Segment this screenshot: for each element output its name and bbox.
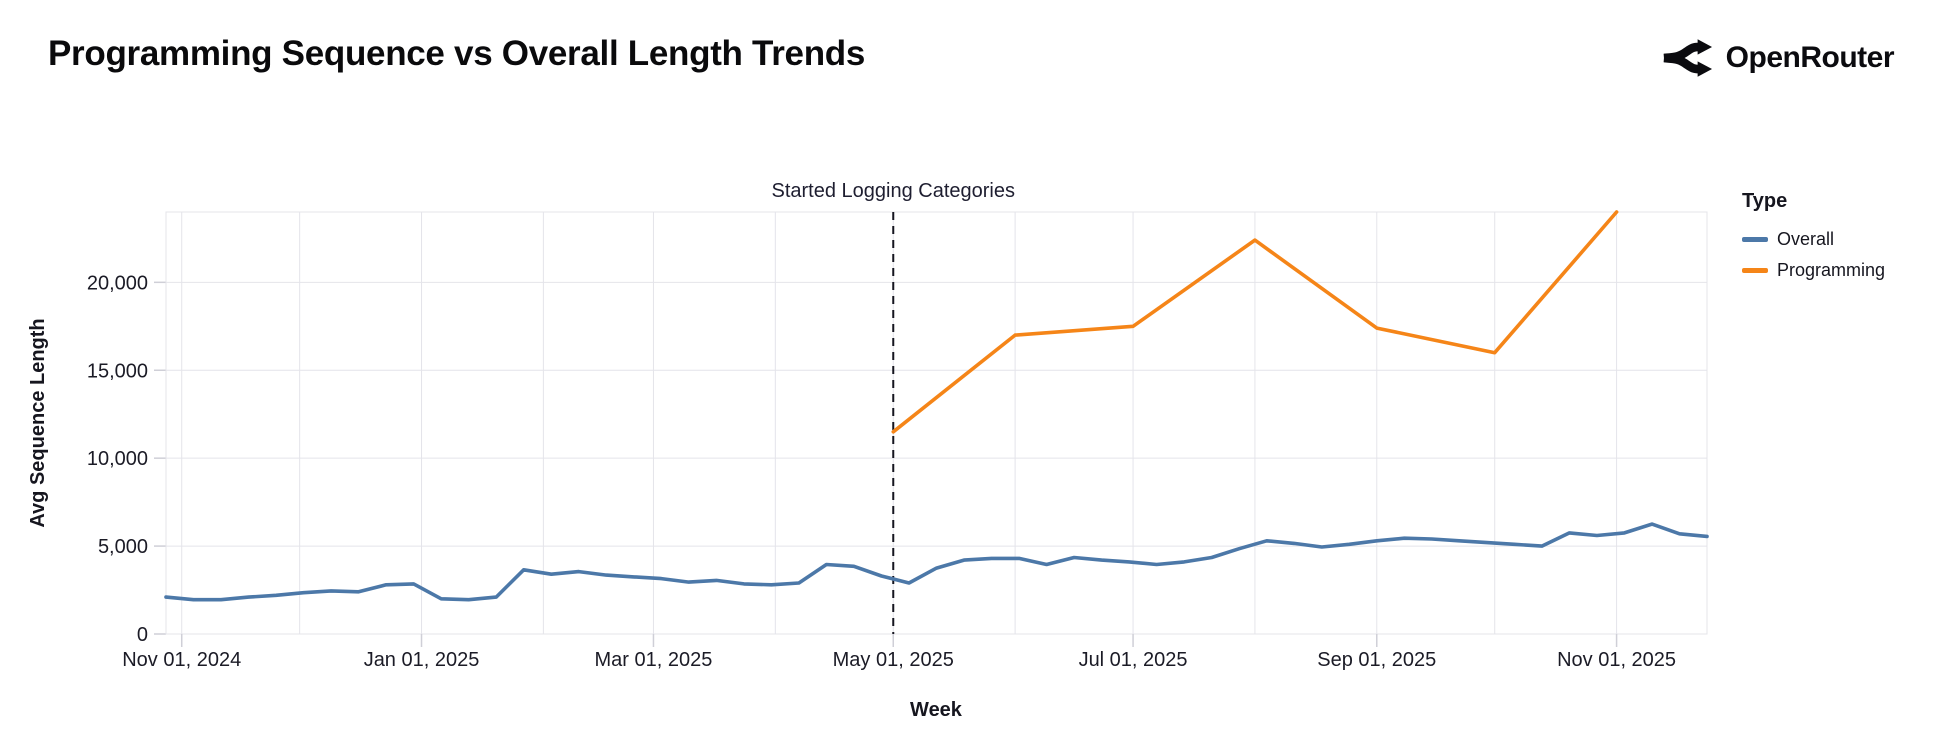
chart-axis-labels: 0 5,000 10,000 15,000 20,000 Nov 01, 2024 Jan … bbox=[87, 272, 1676, 671]
y-axis-title: Avg Sequence Length bbox=[27, 318, 49, 527]
plot-border bbox=[165, 211, 1708, 635]
y-tick-label: 0 bbox=[137, 624, 148, 646]
legend-item-overall: Overall bbox=[1742, 229, 1938, 251]
legend-swatch bbox=[1742, 237, 1768, 243]
legend-swatch bbox=[1742, 267, 1768, 273]
y-tick-label: 5,000 bbox=[98, 536, 148, 558]
x-tick-label: Jan 01, 2025 bbox=[364, 649, 480, 671]
x-tick-label: Nov 01, 2025 bbox=[1557, 649, 1676, 671]
programming-line bbox=[891, 210, 1619, 434]
legend-items: Overall Programming bbox=[1742, 229, 1938, 281]
x-tick-label: May 01, 2025 bbox=[833, 649, 954, 671]
openrouter-logo-icon bbox=[1663, 39, 1712, 77]
legend: Type Overall Programming bbox=[1742, 190, 1938, 290]
x-tick-label: Nov 01, 2024 bbox=[122, 649, 241, 671]
y-tick-label: 10,000 bbox=[87, 448, 148, 470]
openrouter-brand: OpenRouter bbox=[1663, 36, 1895, 80]
y-tick-label: 15,000 bbox=[87, 360, 148, 382]
chart-series-layer bbox=[164, 210, 1709, 602]
legend-item-label: Overall bbox=[1777, 229, 1835, 249]
x-tick-label: Mar 01, 2025 bbox=[595, 649, 713, 671]
y-tick-label: 20,000 bbox=[87, 272, 148, 294]
page-title: Programming Sequence vs Overall Length T… bbox=[48, 34, 866, 73]
annotation-label: Started Logging Categories bbox=[772, 180, 1016, 202]
x-tick-label: Jul 01, 2025 bbox=[1079, 649, 1188, 671]
x-tick-label: Sep 01, 2025 bbox=[1317, 649, 1436, 671]
chart-gridlines bbox=[154, 211, 1708, 647]
x-axis-title: Week bbox=[910, 699, 963, 721]
overall-line bbox=[164, 522, 1709, 602]
brand-name: OpenRouter bbox=[1725, 41, 1895, 74]
legend-title: Type bbox=[1742, 190, 1788, 212]
legend-item-programming: Programming bbox=[1742, 260, 1938, 282]
legend-item-label: Programming bbox=[1777, 259, 1886, 280]
